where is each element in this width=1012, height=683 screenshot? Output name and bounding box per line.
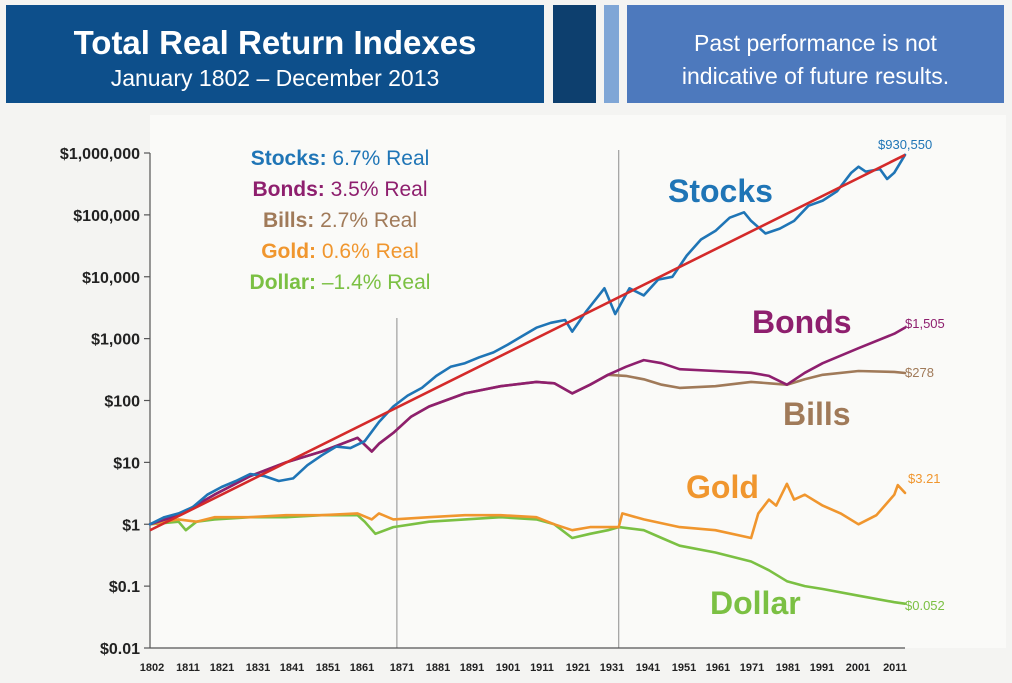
plot-area: [150, 115, 1006, 648]
series-line-bonds: [148, 326, 907, 526]
legend-value-stocks: 6.7% Real: [332, 147, 429, 170]
legend-name-gold: Gold:: [261, 240, 322, 263]
x-tick-label: 1881: [426, 662, 450, 674]
x-tick-label: 2011: [883, 662, 907, 674]
legend-item-bonds: Bonds: 3.5% Real: [252, 178, 427, 201]
x-tick-label: 1821: [210, 662, 234, 674]
disclaimer-line-2: indicative of future results.: [681, 63, 950, 89]
header-band-dark: [553, 5, 596, 103]
x-tick-label: 1981: [776, 662, 800, 674]
legend-name-bills: Bills:: [263, 209, 320, 232]
y-tick-label: $100,000: [73, 208, 140, 225]
series-line-gold: [148, 482, 907, 540]
disclaimer-box: Past performance is not indicative of fu…: [627, 5, 1004, 103]
x-tick-label: 1931: [600, 662, 624, 674]
x-tick-label: 1941: [636, 662, 660, 674]
x-tick-label: 1811: [176, 662, 200, 674]
series-line-stocks: [148, 153, 907, 526]
disclaimer-line-1: Past performance is not: [694, 30, 937, 56]
end-value-label-dollar: $0.052: [905, 598, 945, 613]
x-tick-label: 1841: [280, 662, 304, 674]
x-tick-label: 1971: [740, 662, 764, 674]
y-tick-label: $1,000,000: [60, 146, 140, 163]
legend-value-dollar: –1.4% Real: [322, 271, 431, 294]
series-label-bonds: Bonds: [752, 304, 852, 340]
x-tick-label: 1802: [140, 662, 164, 674]
y-tick-label: $10: [113, 455, 140, 472]
legend-name-bonds: Bonds:: [252, 178, 330, 201]
x-tick-label: 1831: [246, 662, 270, 674]
y-tick-label: $100: [104, 394, 140, 411]
series-label-stocks: Stocks: [668, 173, 773, 209]
end-value-label-stocks: $930,550: [878, 137, 932, 152]
x-tick-label: 1961: [706, 662, 730, 674]
legend-item-stocks: Stocks: 6.7% Real: [251, 147, 430, 170]
end-value-label-gold: $3.21: [908, 471, 941, 486]
x-tick-label: 1891: [460, 662, 484, 674]
legend-name-dollar: Dollar:: [250, 271, 322, 294]
legend-value-bonds: 3.5% Real: [331, 178, 428, 201]
legend-value-gold: 0.6% Real: [322, 240, 419, 263]
x-tick-label: 1871: [390, 662, 414, 674]
x-tick-label: 1991: [810, 662, 834, 674]
header-title-box: Total Real Return Indexes January 1802 –…: [6, 5, 544, 103]
series-label-gold: Gold: [686, 469, 759, 505]
end-value-label-bonds: $1,505: [905, 316, 945, 331]
y-tick-label: $0.01: [100, 641, 140, 658]
legend-item-gold: Gold: 0.6% Real: [261, 240, 419, 263]
x-tick-label: 1921: [566, 662, 590, 674]
y-tick-label: $10,000: [82, 270, 140, 287]
series-label-dollar: Dollar: [710, 585, 801, 621]
y-tick-label: $1: [122, 517, 140, 534]
legend-item-bills: Bills: 2.7% Real: [263, 209, 417, 232]
series-label-bills: Bills: [783, 396, 851, 432]
y-tick-label: $0.1: [109, 579, 140, 596]
chart-title: Total Real Return Indexes: [73, 24, 477, 61]
x-tick-label: 1851: [316, 662, 340, 674]
y-tick-label: $1,000: [91, 332, 140, 349]
x-tick-label: 1911: [530, 662, 554, 674]
legend-value-bills: 2.7% Real: [320, 209, 417, 232]
x-tick-label: 1861: [350, 662, 374, 674]
chart-subtitle: January 1802 – December 2013: [110, 65, 440, 91]
legend-item-dollar: Dollar: –1.4% Real: [250, 271, 431, 294]
stocks-trend-line: [149, 153, 906, 532]
x-tick-label: 1951: [672, 662, 696, 674]
x-tick-label: 2001: [846, 662, 870, 674]
header-band-light: [604, 5, 619, 103]
legend-name-stocks: Stocks:: [251, 147, 333, 170]
end-value-label-bills: $278: [905, 365, 934, 380]
x-tick-label: 1901: [496, 662, 520, 674]
